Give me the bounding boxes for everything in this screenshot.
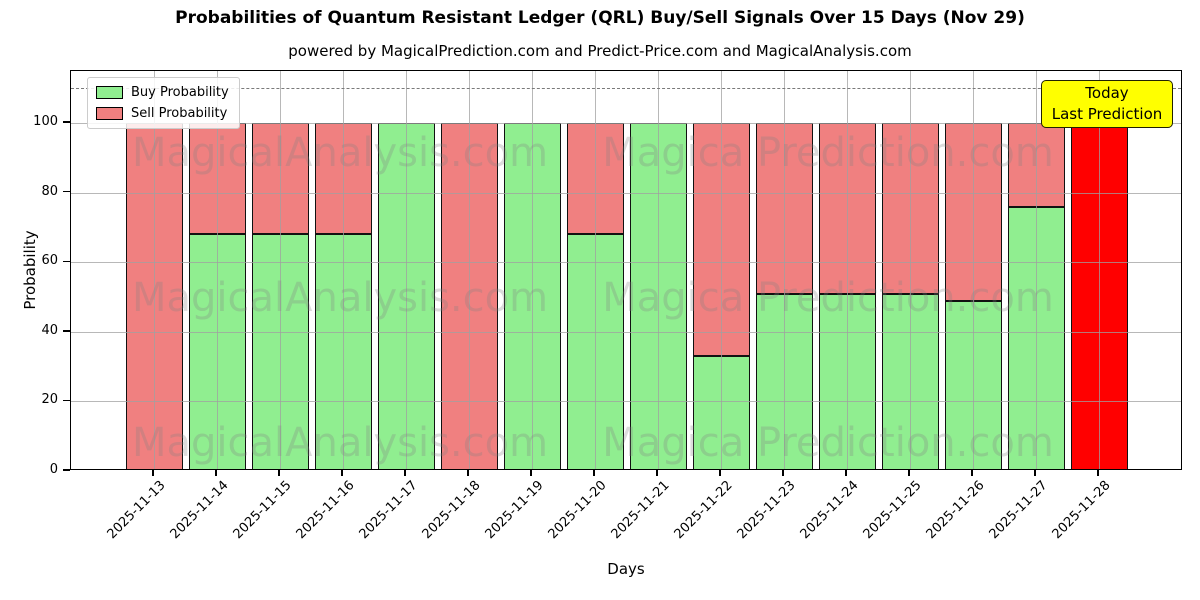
gridline [71, 262, 1181, 264]
legend: Buy Probability Sell Probability [87, 77, 240, 129]
gridline [784, 71, 785, 469]
y-tick-label: 20 [41, 392, 58, 408]
x-tick-label: 2025-11-21 [608, 478, 673, 543]
tick-mark [467, 470, 469, 476]
tick-mark [971, 470, 973, 476]
gridline [1036, 71, 1037, 469]
gridline [910, 71, 911, 469]
y-tick-label: 80 [41, 183, 58, 199]
y-tick-label: 100 [33, 114, 58, 130]
sell-color-swatch [96, 107, 123, 120]
x-tick-label: 2025-11-16 [293, 478, 358, 543]
y-tick-label: 60 [41, 253, 58, 269]
tick-mark [63, 190, 70, 193]
tick-mark [782, 470, 784, 476]
tick-mark [63, 330, 70, 332]
tick-mark [152, 470, 154, 476]
tick-mark [719, 470, 721, 476]
x-tick-label: 2025-11-27 [986, 478, 1051, 543]
gridline [1099, 71, 1100, 469]
x-tick-label: 2025-11-26 [923, 478, 988, 543]
x-tick-label: 2025-11-19 [482, 478, 547, 543]
legend-label-sell: Sell Probability [131, 106, 228, 121]
today-annotation-box: Today Last Prediction [1041, 80, 1173, 128]
today-annotation-line2: Last Prediction [1051, 105, 1163, 123]
plot-area: Buy Probability Sell Probability Today L… [70, 70, 1182, 470]
tick-mark [278, 470, 280, 476]
gridline [469, 71, 470, 469]
tick-mark [530, 470, 532, 476]
x-tick-label: 2025-11-15 [230, 478, 295, 543]
tick-mark [63, 260, 70, 263]
gridline [154, 71, 155, 469]
x-tick-label: 2025-11-23 [734, 478, 799, 543]
gridline [71, 123, 1181, 125]
y-tick-label: 40 [41, 322, 58, 338]
x-tick-label: 2025-11-17 [356, 478, 421, 543]
gridline [343, 71, 344, 469]
tick-mark [593, 470, 595, 476]
legend-row-buy: Buy Probability [96, 85, 229, 100]
tick-mark [63, 121, 70, 123]
gridline [280, 71, 281, 469]
chart-subtitle: powered by MagicalPrediction.com and Pre… [288, 42, 912, 60]
x-tick-label: 2025-11-25 [860, 478, 925, 543]
tick-mark [63, 399, 70, 402]
x-tick-label: 2025-11-13 [104, 478, 169, 543]
gridline [406, 71, 407, 469]
legend-label-buy: Buy Probability [131, 85, 229, 100]
tick-mark [341, 470, 343, 476]
y-axis-title: Probability [21, 230, 39, 310]
gridline [71, 331, 1181, 333]
tick-mark [1034, 470, 1036, 476]
gridline [532, 71, 533, 469]
buy-color-swatch [96, 86, 123, 99]
gridline [973, 71, 974, 469]
gridline [847, 71, 848, 469]
chart-title: Probabilities of Quantum Resistant Ledge… [175, 8, 1025, 28]
gridline [595, 71, 596, 469]
x-tick-label: 2025-11-14 [167, 478, 232, 543]
tick-mark [215, 470, 217, 476]
today-annotation-line1: Today [1085, 84, 1129, 102]
tick-mark [845, 470, 847, 476]
threshold-dashed-line [71, 88, 1181, 90]
gridline [721, 71, 722, 469]
gridline [71, 401, 1181, 403]
x-tick-label: 2025-11-24 [797, 478, 862, 543]
x-tick-label: 2025-11-18 [419, 478, 484, 543]
tick-mark [404, 470, 406, 476]
x-tick-label: 2025-11-22 [671, 478, 736, 543]
tick-mark [63, 469, 70, 471]
legend-row-sell: Sell Probability [96, 106, 229, 121]
gridline [71, 192, 1181, 194]
gridline [658, 71, 659, 469]
tick-mark [656, 470, 658, 476]
x-tick-label: 2025-11-28 [1049, 478, 1114, 543]
tick-mark [1097, 470, 1099, 476]
gridline [217, 71, 218, 469]
tick-mark [908, 470, 910, 476]
x-axis-title: Days [607, 560, 645, 578]
y-tick-label: 0 [49, 462, 58, 477]
x-tick-label: 2025-11-20 [545, 478, 610, 543]
